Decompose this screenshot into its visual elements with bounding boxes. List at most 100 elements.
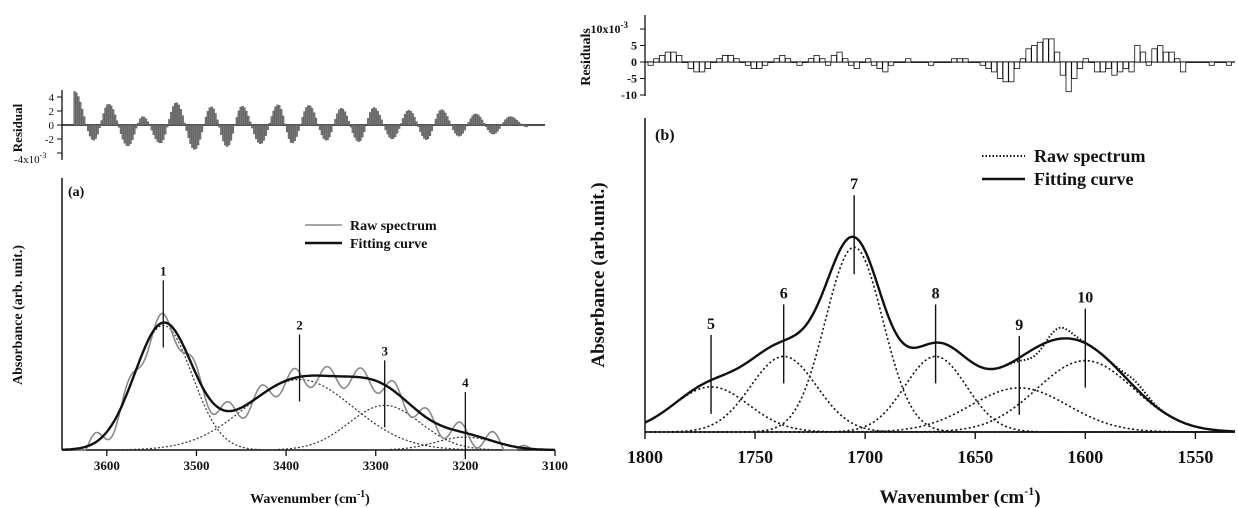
panel-a-residual-bar: [390, 124, 393, 139]
panel-b-residual-bar: [1059, 61, 1066, 76]
panel-a-residual-bar: [119, 124, 123, 134]
panel-a-residual-bar: [403, 114, 407, 126]
panel-a-residual-bar: [148, 124, 151, 126]
panel-a-residual-bar: [226, 124, 229, 147]
panel-a-residual-bar: [243, 107, 246, 126]
panel-a-residual-bar: [260, 124, 264, 144]
panel-a-residual-bar: [316, 123, 320, 126]
panel-a-residual-ticks: 4 2 0 -2: [45, 92, 62, 154]
panel-a-residual-bar: [270, 116, 273, 126]
panel-a-label: (a): [68, 185, 85, 200]
panel-b-xlabel: Wavenumber (cm-1): [879, 484, 1040, 508]
panel-a-residual-bar: [160, 124, 163, 143]
panel-a-residual-bar: [249, 121, 252, 126]
panel-a-residual-bar: [170, 111, 173, 126]
panel-a-residual-tick-label: 2: [49, 106, 55, 118]
panel-a-x-tick-label: 3600: [94, 458, 120, 473]
panel-a-x-tick-label: 3100: [542, 458, 568, 473]
panel-a-residual-bar: [158, 124, 161, 144]
panel-a-residual-bar: [357, 124, 360, 142]
panel-a-residual-bar: [444, 112, 447, 126]
panel-a-residual-bar: [129, 124, 132, 144]
panel-b-residual-bar: [956, 58, 963, 63]
panel-a-residual-bar: [86, 124, 90, 132]
panel-a-residual-bar: [139, 118, 142, 126]
panel-b-residual-bar: [842, 58, 849, 63]
panel-a-x-tick-label: 3500: [183, 458, 209, 473]
panel-a-residual-bar: [152, 124, 155, 135]
panel-b-legend-fit-label: Fitting curve: [1034, 169, 1133, 189]
panel-a-residual-bar: [324, 124, 327, 141]
panel-a-peak-markers: 1 2 3 4: [160, 263, 469, 460]
panel-a-residual-bar: [251, 124, 254, 129]
panel-a-main-plot: (a) 1 2 3 4 3600 3500 3400 3300 3200 3100 Wavenu…: [11, 178, 568, 507]
panel-a-residual-bar: [77, 96, 80, 126]
panel-a-residual-bar: [241, 106, 244, 126]
panel-a-residual-bar: [264, 124, 267, 136]
panel-a-residual-bar: [392, 124, 395, 139]
panel-a-residual-bar: [457, 124, 461, 137]
panel-b-residual-bar: [870, 61, 877, 66]
panel-b-residual-bar: [785, 58, 792, 63]
panel-b-residual-bar: [1048, 38, 1055, 63]
panel-b-residual-bar: [859, 61, 866, 63]
panel-b-residual-bar: [968, 61, 975, 63]
panel-a-residual-bar: [164, 124, 167, 135]
panel-a-residual-bar: [376, 110, 379, 126]
panel-a-residual-bar: [471, 115, 474, 126]
panel-a-residual-bar: [455, 124, 459, 136]
panel-a-residual-bar: [448, 120, 451, 126]
panel-a-residual-bar: [305, 107, 308, 126]
panel-b-label: (b): [655, 127, 675, 144]
panel-b-component-curves: [644, 246, 1236, 433]
panel-a-residual-bar: [380, 119, 383, 126]
panel-a-residual-bar: [351, 124, 354, 133]
panel-a-residual-bar: [272, 110, 275, 126]
panel-a-residual-bar: [202, 124, 206, 126]
panel-a-residual-bar: [479, 116, 482, 126]
panel-b-residual-bar: [1174, 58, 1181, 63]
panel-a-residual-bar: [477, 114, 480, 126]
panel-b-component-10-curve: [645, 359, 1236, 433]
panel-b-residual-bar: [893, 61, 900, 63]
panel-a-residual-plot: 4 2 0 -2 Residual -4x10-3: [10, 90, 545, 166]
panel-b-residual-bar: [796, 61, 803, 66]
panel-b-residual-bar: [985, 61, 992, 69]
panel-a-residual-bar: [417, 124, 420, 127]
panel-a-residual-bar: [506, 117, 509, 126]
panel-a-residual-bar: [301, 117, 304, 126]
panel-a-residual-bar: [121, 124, 124, 140]
panel-b-component-7-curve: [645, 246, 1235, 433]
panel-a-residual-bar: [423, 124, 426, 139]
panel-a-residual-bar: [278, 105, 281, 126]
panel-a-residual-bar: [173, 103, 177, 126]
panel-a-residual-bar: [239, 106, 242, 126]
panel-b-component-6-curve: [645, 355, 1235, 433]
panel-b-residual-bar: [744, 61, 751, 66]
panel-a-residual-bar: [123, 124, 126, 144]
panel-a-residual-bar: [488, 124, 492, 133]
panel-b-residual-bar: [1122, 61, 1129, 69]
panel-a-residual-bar: [108, 103, 111, 126]
panel-a-residual-bar: [168, 119, 171, 126]
panel-a-residual-bar: [332, 124, 335, 126]
panel-a-residual-bar: [336, 113, 339, 126]
panel-b-x-tick-label: 1650: [957, 447, 993, 467]
panel-a-peak-1-label: 1: [160, 263, 167, 278]
panel-a-residual-bar: [434, 118, 437, 126]
panel-b-x-tick-label: 1800: [627, 447, 663, 467]
panel-b-residual-bar: [693, 61, 700, 73]
panel-b-residual-bar: [1042, 38, 1049, 63]
panel-a-residual-bar: [114, 114, 117, 126]
panel-a-residual-bar: [401, 118, 405, 126]
panel-a-residual-bar: [384, 124, 387, 131]
panel-b-residual-ylabel: Residuals: [579, 28, 594, 86]
panel-b-x-ticks: 1800 1750 1700 1650 1600 1550: [627, 432, 1213, 467]
panel-a-ylabel: Absorbance (arb. unit.): [11, 245, 26, 385]
panel-b-residual-bar: [865, 58, 872, 63]
panel-b-residual-bars: [647, 38, 1233, 93]
panel-a-legend-raw-label: Raw spectrum: [350, 219, 437, 234]
panel-a-residual-bar: [297, 124, 300, 131]
panel-a-residual-bar: [303, 111, 306, 126]
